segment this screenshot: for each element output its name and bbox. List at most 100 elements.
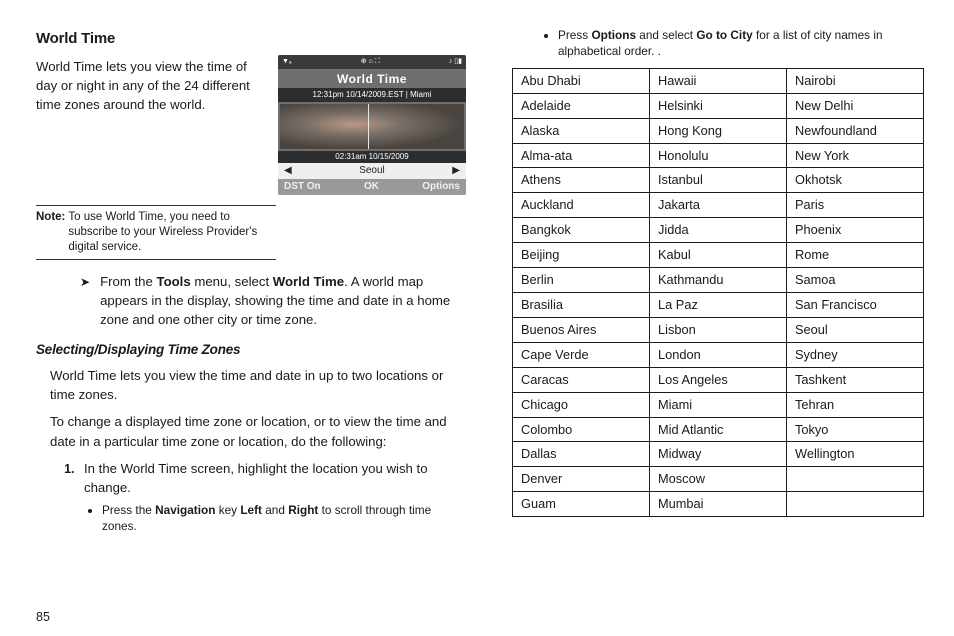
city-cell: Berlin: [513, 268, 650, 293]
city-cell: [787, 492, 924, 517]
city-cell: Lisbon: [650, 317, 787, 342]
softkey-left: DST On: [284, 180, 321, 194]
city-cell: Jidda: [650, 218, 787, 243]
txt: menu, select: [191, 274, 273, 289]
city-cell: Okhotsk: [787, 168, 924, 193]
city-cell: Cape Verde: [513, 342, 650, 367]
table-row: DallasMidwayWellington: [513, 442, 924, 467]
nav-bullet: Press the Navigation key Left and Right …: [102, 503, 466, 535]
city-cell: Abu Dhabi: [513, 68, 650, 93]
city-cell: New York: [787, 143, 924, 168]
table-row: Alma-ataHonoluluNew York: [513, 143, 924, 168]
city-cell: Tehran: [787, 392, 924, 417]
city-cell: Tokyo: [787, 417, 924, 442]
bold-right: Right: [288, 503, 318, 517]
city-cell: Hawaii: [650, 68, 787, 93]
city-cell: Hong Kong: [650, 118, 787, 143]
bold-left: Left: [240, 503, 262, 517]
city-cell: Helsinki: [650, 93, 787, 118]
city-cell: Sydney: [787, 342, 924, 367]
city-cell: Alma-ata: [513, 143, 650, 168]
section-heading: World Time: [36, 28, 466, 49]
note-label: Note:: [36, 210, 65, 255]
city-cell: Mumbai: [650, 492, 787, 517]
city-cell: Istanbul: [650, 168, 787, 193]
city-cell: Midway: [650, 442, 787, 467]
city-cell: Rome: [787, 243, 924, 268]
city-cell: Miami: [650, 392, 787, 417]
city-cell: Chicago: [513, 392, 650, 417]
city-cell: Paris: [787, 193, 924, 218]
tools-instruction: From the Tools menu, select World Time. …: [100, 272, 466, 329]
city-cell: Colombo: [513, 417, 650, 442]
status-battery-icon: ♪ ▯▮: [449, 57, 462, 67]
phone-screenshot: ▼ₐ ⊕ ⌂ ⛶ ♪ ▯▮ World Time 12:31pm 10/14/2…: [278, 55, 466, 195]
softkey-mid: OK: [364, 180, 379, 194]
table-row: AlaskaHong KongNewfoundland: [513, 118, 924, 143]
bold-go-to-city: Go to City: [696, 28, 752, 42]
table-row: BeijingKabulRome: [513, 243, 924, 268]
intro-paragraph: World Time lets you view the time of day…: [36, 55, 268, 114]
table-row: CaracasLos AngelesTashkent: [513, 367, 924, 392]
table-row: BrasiliaLa PazSan Francisco: [513, 293, 924, 318]
subsection-heading: Selecting/Displaying Time Zones: [36, 341, 466, 360]
arrow-icon: ➤: [80, 274, 90, 329]
table-row: AthensIstanbulOkhotsk: [513, 168, 924, 193]
city-cell: Buenos Aires: [513, 317, 650, 342]
bold-tools: Tools: [157, 274, 191, 289]
table-row: BerlinKathmanduSamoa: [513, 268, 924, 293]
txt: and select: [636, 28, 696, 42]
table-row: DenverMoscow: [513, 467, 924, 492]
bold-options: Options: [591, 28, 636, 42]
phone-world-map: [280, 104, 464, 149]
city-cell: [787, 467, 924, 492]
city-cell: Nairobi: [787, 68, 924, 93]
city-cell: Samoa: [787, 268, 924, 293]
city-cell: Moscow: [650, 467, 787, 492]
tri-right-icon: ▶: [452, 164, 460, 178]
city-cell: Tashkent: [787, 367, 924, 392]
city-cell: Brasilia: [513, 293, 650, 318]
city-cell: Seoul: [787, 317, 924, 342]
city-cell: Alaska: [513, 118, 650, 143]
softkey-right: Options: [422, 180, 460, 194]
city-cell: La Paz: [650, 293, 787, 318]
city-cell: Wellington: [787, 442, 924, 467]
status-icons: ⊕ ⌂ ⛶: [361, 57, 380, 67]
step-1: In the World Time screen, highlight the …: [78, 459, 466, 535]
txt: Press: [558, 28, 591, 42]
city-cell: Mid Atlantic: [650, 417, 787, 442]
txt: and: [262, 503, 288, 517]
table-row: GuamMumbai: [513, 492, 924, 517]
city-cell: Athens: [513, 168, 650, 193]
city-cell: London: [650, 342, 787, 367]
city-cell: San Francisco: [787, 293, 924, 318]
table-row: ChicagoMiamiTehran: [513, 392, 924, 417]
txt: key: [215, 503, 240, 517]
city-cell: Adelaide: [513, 93, 650, 118]
options-bullet: Press Options and select Go to City for …: [558, 28, 918, 60]
paragraph-2: To change a displayed time zone or locat…: [50, 412, 466, 450]
paragraph-1: World Time lets you view the time and da…: [50, 366, 466, 404]
bold-navigation: Navigation: [155, 503, 215, 517]
phone-other-time: 02:31am 10/15/2009: [278, 151, 466, 163]
city-cell: Auckland: [513, 193, 650, 218]
city-cell: Honolulu: [650, 143, 787, 168]
phone-title: World Time: [278, 69, 466, 88]
table-row: Abu DhabiHawaiiNairobi: [513, 68, 924, 93]
phone-city: Seoul: [359, 164, 385, 178]
city-cell: Caracas: [513, 367, 650, 392]
city-cell: Bangkok: [513, 218, 650, 243]
table-row: ColomboMid AtlanticTokyo: [513, 417, 924, 442]
step-text: In the World Time screen, highlight the …: [84, 461, 428, 495]
city-cell: Guam: [513, 492, 650, 517]
city-cell: Beijing: [513, 243, 650, 268]
city-cell: Dallas: [513, 442, 650, 467]
city-cell: Kabul: [650, 243, 787, 268]
city-cell: Los Angeles: [650, 367, 787, 392]
txt: Press the: [102, 503, 155, 517]
city-cell: Denver: [513, 467, 650, 492]
table-row: Cape VerdeLondonSydney: [513, 342, 924, 367]
note-block: Note: To use World Time, you need to sub…: [36, 205, 276, 260]
city-cell: Newfoundland: [787, 118, 924, 143]
